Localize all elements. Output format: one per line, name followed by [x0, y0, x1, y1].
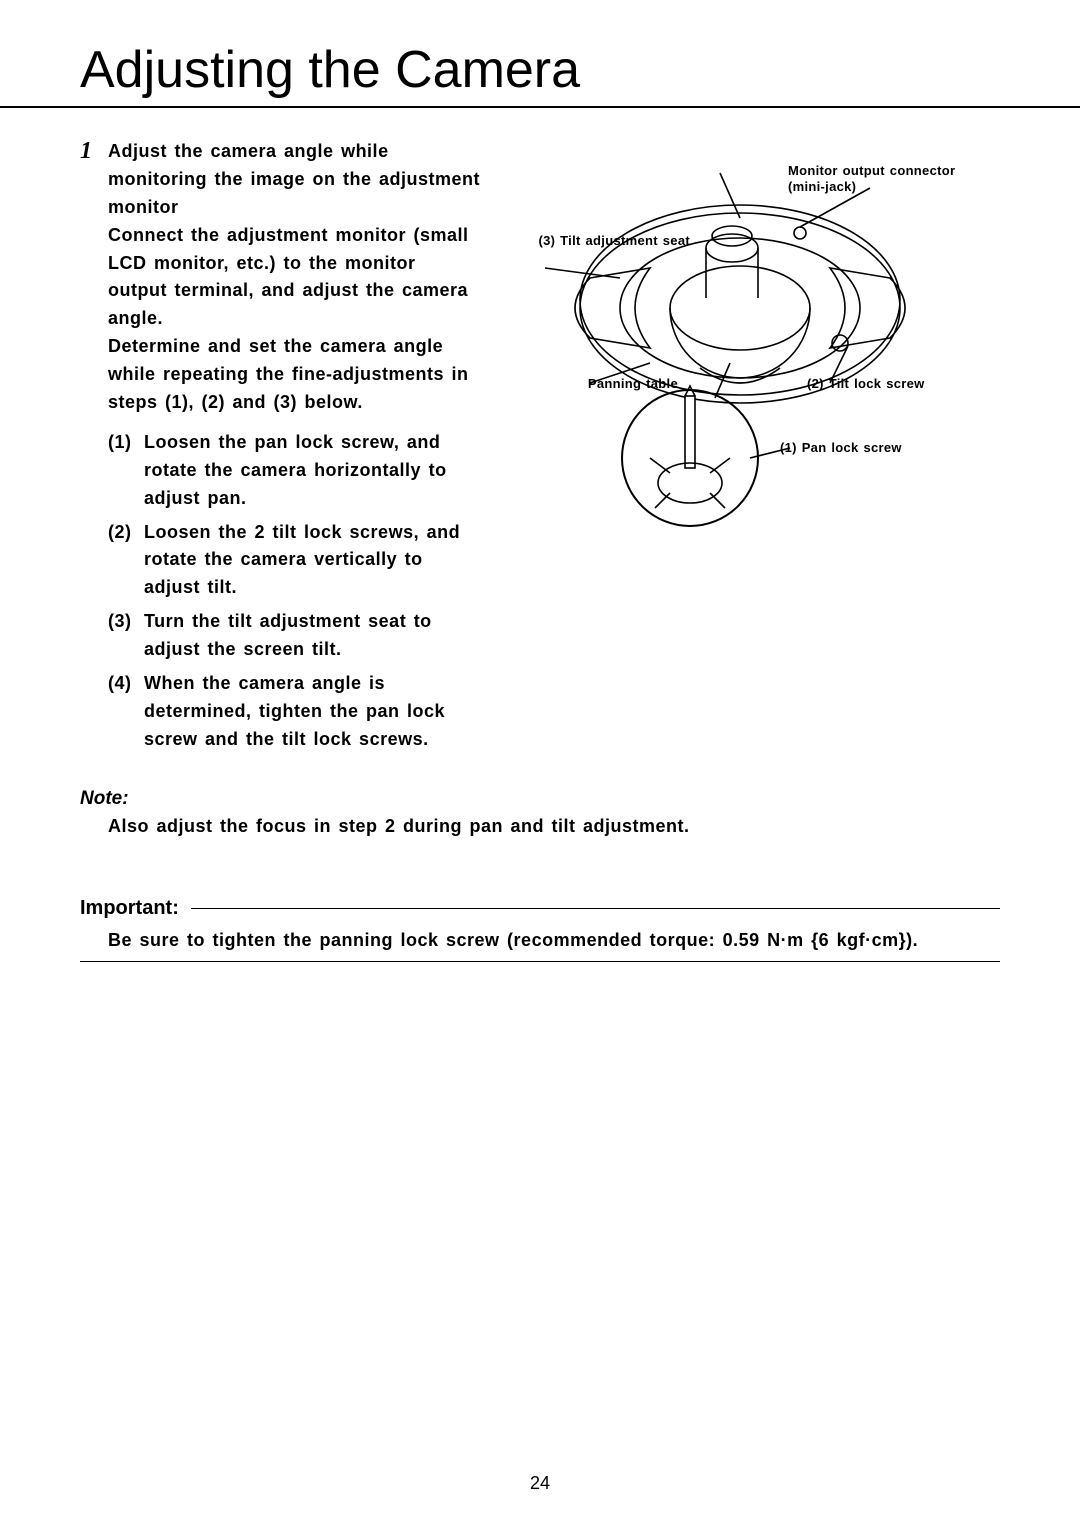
substep-bullet: (4): [108, 670, 144, 754]
note-body: Also adjust the focus in step 2 during p…: [108, 816, 1000, 837]
substep-bullet: (2): [108, 519, 144, 603]
substep-bullet: (1): [108, 429, 144, 513]
title-rule: [0, 106, 1080, 108]
substep-bullet: (3): [108, 608, 144, 664]
substep-text: When the camera angle is determined, tig…: [144, 670, 480, 754]
substep-text: Loosen the pan lock screw, and rotate th…: [144, 429, 480, 513]
camera-diagram: [500, 138, 980, 538]
substep-text: Turn the tilt adjustment seat to adjust …: [144, 608, 480, 664]
label-pan-lock: (1) Pan lock screw: [780, 440, 940, 456]
step-para-2: Determine and set the camera angle while…: [108, 333, 480, 417]
step-para-1: Connect the adjustment monitor (small LC…: [108, 222, 480, 334]
important-bottom-rule: [80, 961, 1000, 962]
note-heading: Note:: [80, 788, 1000, 810]
label-panning-table: Panning table: [568, 376, 678, 392]
page-title: Adjusting the Camera: [80, 40, 1000, 100]
page-number: 24: [530, 1473, 550, 1494]
important-heading: Important:: [80, 897, 179, 920]
important-rule: [191, 908, 1000, 909]
step-number: 1: [80, 138, 108, 165]
label-tilt-seat: (3) Tilt adjustment seat: [520, 233, 690, 249]
label-monitor-output: Monitor output connector (mini-jack): [788, 163, 968, 196]
label-tilt-lock: (2) Tilt lock screw: [807, 376, 967, 392]
important-body: Be sure to tighten the panning lock scre…: [108, 930, 1000, 951]
substep-text: Loosen the 2 tilt lock screws, and rotat…: [144, 519, 480, 603]
step-lead: Adjust the camera angle while monitoring…: [108, 138, 480, 222]
